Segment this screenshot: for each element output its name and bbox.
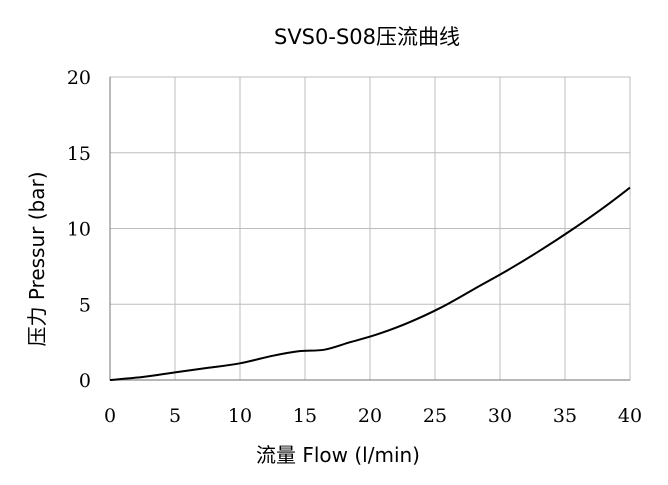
y-tick-label: 10 <box>67 219 91 241</box>
y-tick-label: 0 <box>79 370 91 392</box>
x-tick-label: 5 <box>169 405 181 427</box>
x-tick-labels: 0 5 10 15 20 25 30 35 40 <box>104 405 642 427</box>
x-tick-label: 30 <box>488 405 512 427</box>
y-axis-label: 压力 Pressur (bar) <box>25 171 49 346</box>
y-tick-label: 5 <box>79 294 91 316</box>
x-tick-label: 20 <box>358 405 382 427</box>
y-tick-labels: 0 5 10 15 20 <box>67 67 91 392</box>
series-line <box>109 186 631 381</box>
x-tick-label: 35 <box>553 405 577 427</box>
x-tick-label: 15 <box>293 405 317 427</box>
x-tick-label: 40 <box>618 405 642 427</box>
grid <box>110 77 630 380</box>
chart-title: SVS0-S08压流曲线 <box>274 25 460 49</box>
x-axis-label: 流量 Flow (l/min) <box>256 443 420 467</box>
x-tick-label: 10 <box>228 405 252 427</box>
series-group <box>109 186 631 381</box>
y-tick-label: 15 <box>67 143 91 165</box>
y-tick-label: 20 <box>67 67 91 89</box>
x-tick-label: 0 <box>104 405 116 427</box>
x-tick-label: 25 <box>423 405 447 427</box>
